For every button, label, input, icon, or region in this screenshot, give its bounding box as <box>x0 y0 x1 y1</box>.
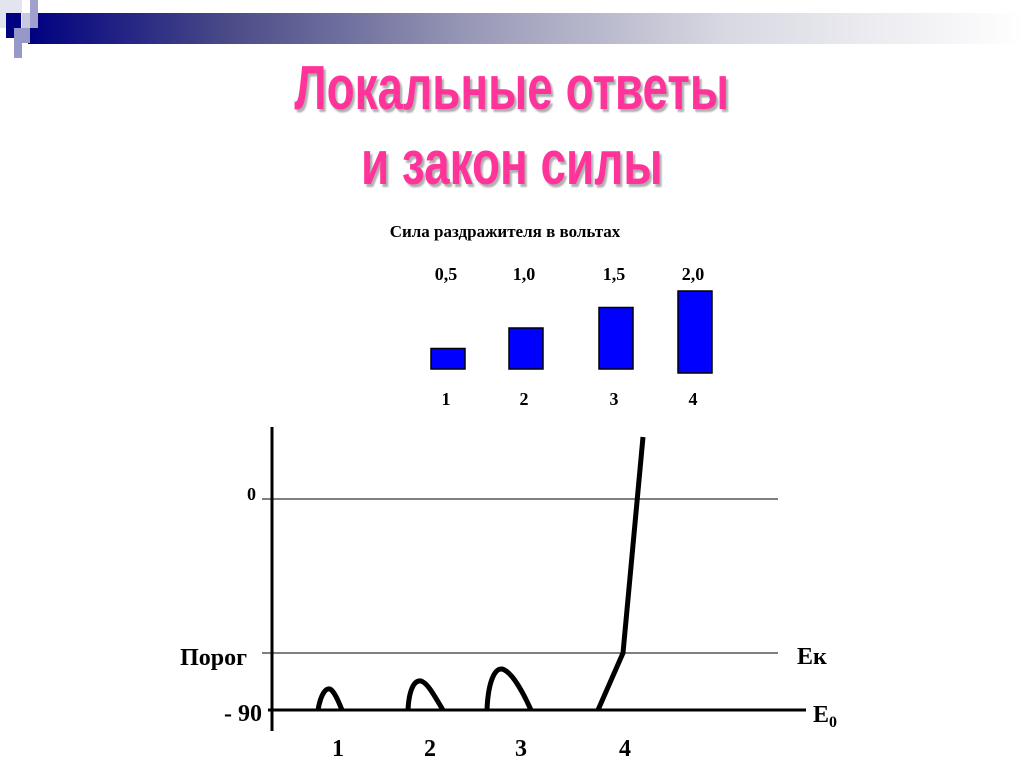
voltage-label: 1,0 <box>513 264 536 284</box>
response-number: 1 <box>332 736 344 762</box>
stimulus-number: 2 <box>520 389 529 409</box>
local-response-2 <box>405 678 446 712</box>
voltage-label: 1,5 <box>603 264 626 284</box>
local-response-1 <box>315 686 345 711</box>
response-number: 2 <box>424 736 436 762</box>
stimulus-number: 4 <box>689 389 698 409</box>
title-line-2: и закон силы <box>361 129 663 198</box>
threshold-label: Порог <box>180 645 247 671</box>
stimulus-heading: Сила раздражителя в вольтах <box>390 222 621 241</box>
stimulus-number: 3 <box>610 389 619 409</box>
decor-square <box>30 0 38 28</box>
e0-label: E0 <box>813 702 837 731</box>
stimulus-bar <box>677 290 713 374</box>
decor-square <box>22 28 30 43</box>
stimulus-bar <box>430 347 466 370</box>
voltage-label: 0,5 <box>435 264 458 284</box>
title-line-1: Локальные ответы <box>294 54 730 123</box>
local-response-3 <box>484 666 534 712</box>
voltage-label: 2,0 <box>682 264 705 284</box>
resting-label: - 90 <box>224 701 262 727</box>
response-number: 4 <box>619 736 631 762</box>
ek-label: Eк <box>797 644 827 670</box>
header-gradient-band <box>28 13 1024 44</box>
action-potential-4 <box>595 436 646 712</box>
stimulus-bar <box>508 327 544 370</box>
response-number: 3 <box>515 736 527 762</box>
decor-square <box>14 28 22 58</box>
stimulus-number: 1 <box>442 389 451 409</box>
zero-label: 0 <box>247 484 256 504</box>
stimulus-bar <box>598 306 634 370</box>
